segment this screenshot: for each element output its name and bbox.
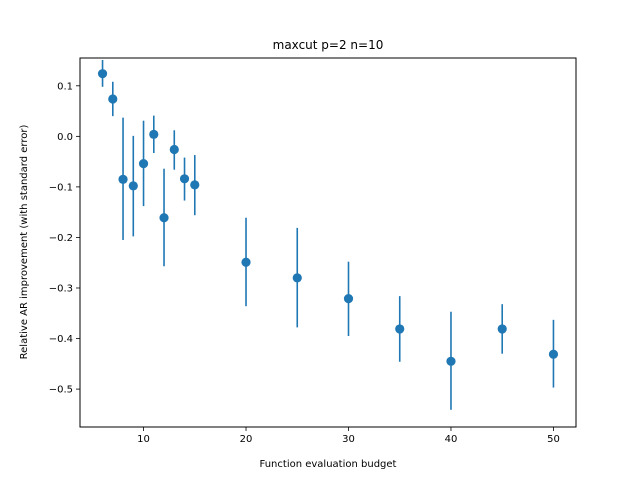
data-point-4 — [138, 159, 149, 169]
data-point-10 — [241, 257, 251, 267]
y-tick-label-2: −0.1 — [49, 182, 73, 193]
x-tick-label-3: 40 — [445, 434, 458, 445]
x-axis: 10 20 30 40 50 — [137, 427, 560, 445]
y-axis-label: Relative AR improvement (with standard e… — [19, 125, 30, 360]
x-tick-label-1: 20 — [240, 434, 253, 445]
x-tick-label-2: 30 — [342, 434, 355, 445]
y-tick-label-4: −0.3 — [49, 283, 73, 294]
x-tick-label-0: 10 — [137, 434, 150, 445]
plot-marks — [97, 60, 559, 410]
y-tick-label-3: −0.2 — [49, 233, 73, 244]
plot-frame — [79, 57, 577, 428]
data-point-3 — [128, 181, 138, 191]
data-point-8 — [179, 174, 190, 184]
y-tick-label-6: −0.5 — [49, 385, 73, 396]
y-tick-label-0: 0.1 — [57, 81, 73, 92]
data-point-16 — [548, 349, 559, 359]
data-point-9 — [190, 180, 200, 190]
data-point-12 — [343, 294, 354, 304]
data-point-6 — [159, 213, 169, 223]
data-point-0 — [97, 69, 108, 79]
x-axis-label: Function evaluation budget — [260, 459, 397, 470]
data-point-7 — [169, 144, 179, 155]
chart-title: maxcut p=2 n=10 — [273, 38, 384, 52]
y-tick-label-5: −0.4 — [49, 334, 73, 345]
data-point-1 — [108, 94, 118, 104]
data-point-14 — [446, 356, 456, 366]
data-point-5 — [149, 129, 159, 139]
y-tick-label-1: 0.0 — [57, 132, 73, 143]
y-axis: 0.1 0.0 −0.1 −0.2 −0.3 −0.4 −0.5 — [49, 81, 80, 396]
data-point-13 — [395, 324, 405, 334]
x-tick-label-4: 50 — [547, 434, 560, 445]
data-point-15 — [497, 324, 507, 334]
data-point-2 — [118, 174, 128, 184]
data-point-11 — [292, 273, 302, 283]
